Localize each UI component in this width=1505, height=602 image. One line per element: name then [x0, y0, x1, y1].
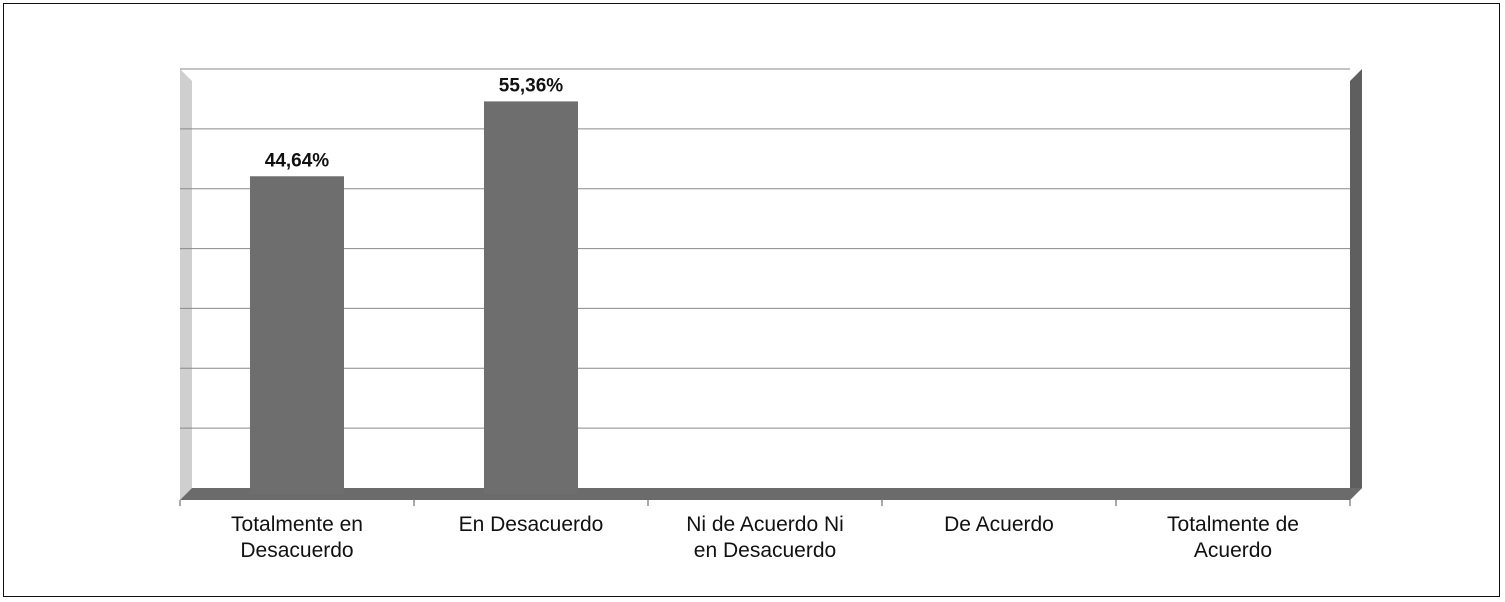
category-label: Ni de Acuerdo Ni	[686, 513, 844, 536]
category-label: En Desacuerdo	[459, 513, 604, 536]
left-wall	[180, 69, 192, 500]
bar	[250, 176, 344, 494]
bar	[484, 101, 578, 495]
category-label: en Desacuerdo	[694, 539, 836, 562]
category-label: Totalmente de	[1167, 513, 1299, 536]
data-label: 55,36%	[499, 75, 564, 96]
category-label: Totalmente en	[231, 513, 363, 536]
category-label: Acuerdo	[1194, 539, 1272, 562]
category-label: De Acuerdo	[944, 513, 1054, 536]
right-wall	[1350, 69, 1362, 500]
data-label: 44,64%	[265, 150, 330, 171]
category-label: Desacuerdo	[240, 539, 353, 562]
chart-floor	[180, 488, 1362, 500]
